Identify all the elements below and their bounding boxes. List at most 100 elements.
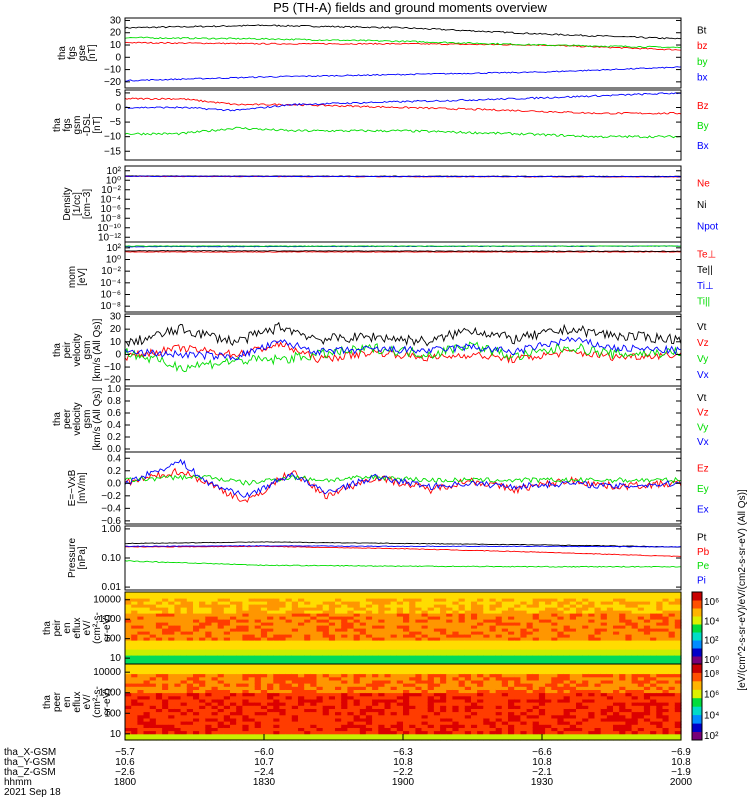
- spectrogram-cell: [273, 640, 281, 644]
- spectrogram-cell: [643, 664, 651, 668]
- ephemeris-value: −2.6: [115, 767, 135, 778]
- spectrogram-cell: [668, 695, 676, 700]
- spectrogram-cell: [625, 649, 633, 653]
- spectrogram-cell: [223, 711, 231, 716]
- spectrogram-cell: [440, 733, 447, 738]
- spectrogram-cell: [359, 619, 367, 623]
- spectrogram-cell: [569, 628, 577, 632]
- spectrogram-cell: [131, 598, 138, 602]
- spectrogram-cell: [514, 698, 521, 703]
- ytick-label: 10⁻⁸: [100, 213, 121, 224]
- spectrogram-cell: [563, 714, 571, 719]
- spectrogram-cell: [569, 664, 577, 668]
- spectrogram-cell: [471, 610, 478, 614]
- spectrogram-cell: [390, 652, 398, 656]
- spectrogram-cell: [471, 613, 478, 617]
- spectrogram-cell: [489, 708, 497, 713]
- spectrogram-cell: [304, 598, 311, 602]
- spectrogram-cell: [236, 695, 243, 700]
- spectrogram-cell: [125, 613, 132, 617]
- spectrogram-cell: [155, 616, 163, 620]
- spectrogram-cell: [260, 670, 268, 675]
- spectrogram-cell: [538, 705, 546, 709]
- spectrogram-cell: [403, 625, 410, 629]
- spectrogram-cell: [489, 733, 497, 738]
- spectrogram-cell: [625, 679, 633, 684]
- spectrogram-cell: [427, 613, 435, 617]
- spectrogram-cell: [125, 625, 132, 629]
- spectrogram-cell: [285, 736, 293, 741]
- spectrogram-cell: [384, 640, 392, 644]
- spectrogram-cell: [662, 695, 670, 700]
- spectrogram-cell: [341, 667, 348, 671]
- spectrogram-cell: [415, 592, 423, 596]
- spectrogram-cell: [378, 613, 386, 617]
- spectrogram-cell: [291, 667, 299, 671]
- spectrogram-cell: [378, 730, 386, 735]
- spectrogram-cell: [149, 730, 157, 735]
- spectrogram-cell: [495, 640, 503, 644]
- spectrogram-cell: [180, 708, 188, 713]
- spectrogram-cell: [291, 610, 299, 614]
- legend-entry: Ey: [697, 484, 709, 495]
- spectrogram-cell: [328, 619, 336, 623]
- spectrogram-cell: [335, 664, 342, 668]
- spectrogram-cell: [594, 730, 602, 735]
- spectrogram-cell: [606, 598, 614, 602]
- spectrogram-cell: [205, 686, 213, 690]
- spectrogram-cell: [205, 637, 213, 641]
- spectrogram-cell: [471, 649, 478, 653]
- spectrogram-cell: [168, 628, 175, 632]
- spectrogram-cell: [458, 717, 466, 722]
- spectrogram-cell: [322, 679, 330, 684]
- spectrogram-cell: [613, 634, 620, 638]
- spectrogram-cell: [242, 592, 250, 596]
- spectrogram-cell: [149, 640, 157, 644]
- spectrogram-cell: [125, 733, 132, 738]
- spectrogram-cell: [168, 616, 175, 620]
- spectrogram-cell: [205, 717, 213, 722]
- spectrogram-cell: [446, 661, 453, 665]
- spectrogram-cell: [285, 646, 293, 650]
- spectrogram-cell: [199, 601, 206, 605]
- spectrogram-cell: [613, 695, 620, 700]
- spectrogram-cell: [223, 640, 231, 644]
- spectrogram-cell: [131, 592, 138, 596]
- spectrogram-cell: [328, 698, 336, 703]
- spectrogram-cell: [446, 643, 453, 647]
- spectrogram-cell: [155, 598, 163, 602]
- spectrogram-cell: [162, 692, 169, 697]
- spectrogram-cell: [125, 717, 132, 722]
- spectrogram-cell: [341, 661, 348, 665]
- spectrogram-cell: [242, 658, 250, 662]
- spectrogram-cell: [643, 676, 651, 681]
- spectrogram-cell: [347, 692, 355, 697]
- spectrogram-cell: [378, 727, 386, 732]
- spectrogram-cell: [483, 736, 491, 741]
- spectrogram-cell: [137, 655, 145, 659]
- spectrogram-cell: [359, 692, 367, 697]
- spectrogram-cell: [316, 724, 324, 728]
- spectrogram-cell: [650, 661, 657, 665]
- spectrogram-cell: [427, 698, 435, 703]
- spectrogram-cell: [248, 601, 256, 605]
- spectrogram-cell: [421, 664, 429, 668]
- spectrogram-cell: [384, 664, 392, 668]
- spectrogram-cell: [569, 689, 577, 694]
- spectrogram-cell: [600, 692, 608, 697]
- spectrogram-cell: [260, 652, 268, 656]
- panel-peer_vel: tha peer velocity gsm [km/s (All Qs)] 1.00.80…: [52, 384, 709, 455]
- spectrogram-cell: [260, 628, 268, 632]
- spectrogram-cell: [193, 686, 200, 690]
- spectrogram-cell: [131, 640, 138, 644]
- spectrogram-cell: [149, 714, 157, 719]
- spectrogram-cell: [267, 727, 274, 732]
- spectrogram-cell: [285, 708, 293, 713]
- spectrogram-cell: [631, 702, 639, 706]
- spectrogram-cell: [576, 595, 583, 599]
- spectrogram-cell: [489, 619, 497, 623]
- spectrogram-cell: [650, 616, 657, 620]
- spectrogram-cell: [310, 664, 318, 668]
- spectrogram-cell: [341, 733, 348, 738]
- spectrogram-cell: [230, 673, 237, 678]
